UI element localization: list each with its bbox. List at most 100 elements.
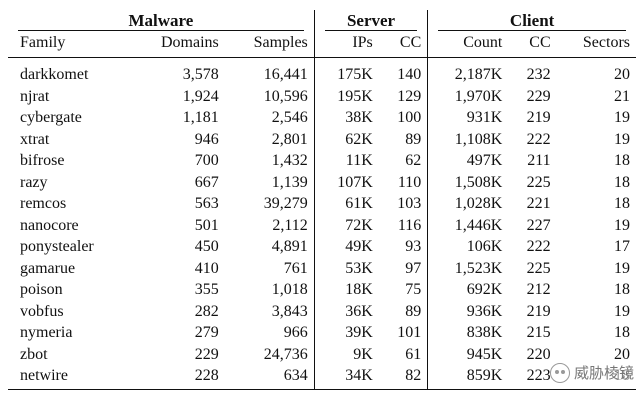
cell-count: 1,108K bbox=[427, 128, 509, 150]
cell-count: 692K bbox=[427, 279, 509, 301]
cell-domains: 700 bbox=[194, 152, 219, 169]
cell-server-cc: 140 bbox=[397, 66, 422, 83]
cell-sectors: 18 bbox=[614, 281, 630, 298]
cell-server-cc: 110 bbox=[397, 173, 422, 191]
table-row: darkkomet 3,578 16,441 175K 140 2,187K 232 20 bbox=[8, 57, 636, 86]
cell-sectors: 18 bbox=[614, 324, 630, 341]
cell-family: razy bbox=[20, 173, 48, 191]
cell-client-cc: 219 bbox=[526, 109, 551, 126]
col-samples: Samples bbox=[224, 32, 315, 58]
cell-family: poison bbox=[20, 281, 63, 298]
cell-sectors: 17 bbox=[614, 238, 630, 255]
cell-sectors: 18 bbox=[614, 152, 630, 169]
table-row: cybergate 1,181 2,546 38K 100 931K 219 19 bbox=[8, 107, 636, 129]
cell-domains: 1,181 bbox=[182, 109, 219, 126]
col-family: Family bbox=[8, 32, 132, 58]
cell-ips: 49K bbox=[313, 236, 379, 258]
table-row: razy 667 1,139 107K 110 1,508K 225 18 bbox=[8, 171, 636, 193]
cell-client-cc: 225 bbox=[526, 259, 551, 277]
table-row: netwire22863434K82859K22318 bbox=[8, 365, 636, 390]
cell-samples: 24,736 bbox=[263, 345, 308, 363]
col-server-cc: CC bbox=[378, 32, 428, 58]
col-client-cc: CC bbox=[508, 32, 557, 58]
watermark: 威胁棱镜 bbox=[549, 362, 634, 383]
table-row: zbot 229 24,736 9K 61 945K 220 20 bbox=[8, 343, 636, 365]
cell-domains: 282 bbox=[194, 302, 219, 320]
cell-sectors: 19 bbox=[614, 259, 630, 277]
cell-samples: 761 bbox=[283, 259, 308, 277]
cell-samples: 1,432 bbox=[271, 152, 308, 169]
cell-domains: 946 bbox=[194, 130, 219, 148]
cell-domains: 228 bbox=[131, 365, 225, 390]
cell-client-cc: 232 bbox=[526, 66, 551, 83]
cell-family: vobfus bbox=[20, 302, 64, 320]
cell-sectors: 19 bbox=[614, 130, 630, 148]
cell-ips: 195K bbox=[313, 85, 379, 107]
cell-server-cc: 101 bbox=[397, 324, 422, 341]
cell-domains: 410 bbox=[194, 259, 219, 277]
cell-ips: 175K bbox=[313, 57, 379, 86]
table-row: vobfus 282 3,843 36K 89 936K 219 19 bbox=[8, 300, 636, 322]
cell-ips: 62K bbox=[313, 128, 379, 150]
cell-domains: 229 bbox=[194, 345, 219, 363]
cell-server-cc: 89 bbox=[405, 130, 422, 148]
cell-sectors: 20 bbox=[614, 66, 630, 83]
cell-family: remcos bbox=[20, 195, 67, 212]
cell-count: 106K bbox=[427, 236, 509, 258]
cell-family: darkkomet bbox=[20, 66, 89, 83]
cell-samples: 10,596 bbox=[263, 87, 308, 105]
table-row: nymeria 279 966 39K 101 838K 215 18 bbox=[8, 322, 636, 344]
table-row: ponystealer 450 4,891 49K 93 106K 222 17 bbox=[8, 236, 636, 258]
cell-samples: 2,546 bbox=[271, 109, 308, 126]
cell-sectors: 21 bbox=[614, 87, 630, 105]
cell-server-cc: 116 bbox=[397, 216, 422, 234]
column-header-row: Family Domains Samples IPs CC Count CC S… bbox=[8, 32, 636, 58]
cell-client-cc: 219 bbox=[526, 302, 551, 320]
col-ips: IPs bbox=[313, 32, 379, 58]
cell-ips: 18K bbox=[313, 279, 379, 301]
cell-client-cc: 229 bbox=[526, 87, 551, 105]
cell-domains: 1,924 bbox=[182, 87, 219, 105]
cell-server-cc: 100 bbox=[397, 109, 422, 126]
table-row: remcos 563 39,279 61K 103 1,028K 221 18 bbox=[8, 193, 636, 215]
cell-samples: 2,112 bbox=[272, 216, 308, 234]
cell-samples: 2,801 bbox=[271, 130, 308, 148]
cell-family: bifrose bbox=[20, 152, 65, 169]
cell-family: zbot bbox=[20, 345, 48, 363]
cell-client-cc: 222 bbox=[526, 130, 551, 148]
group-header-row: Malware Server Client bbox=[8, 10, 636, 32]
cell-domains: 667 bbox=[194, 173, 219, 191]
cell-ips: 34K bbox=[313, 365, 379, 390]
cell-server-cc: 129 bbox=[397, 87, 422, 105]
cell-ips: 11K bbox=[313, 150, 379, 172]
cell-client-cc: 227 bbox=[526, 216, 551, 234]
cell-client-cc: 222 bbox=[526, 238, 551, 255]
col-domains: Domains bbox=[131, 32, 225, 58]
cell-ips: 9K bbox=[313, 343, 379, 365]
cell-samples: 634 bbox=[224, 365, 315, 390]
cell-domains: 355 bbox=[194, 281, 219, 298]
cell-family: netwire bbox=[8, 365, 132, 390]
col-count: Count bbox=[427, 32, 509, 58]
cell-server-cc: 97 bbox=[405, 259, 422, 277]
table-row: bifrose 700 1,432 11K 62 497K 211 18 bbox=[8, 150, 636, 172]
cell-count: 497K bbox=[427, 150, 509, 172]
cell-samples: 966 bbox=[283, 324, 308, 341]
cell-family: nymeria bbox=[20, 324, 73, 341]
cell-server-cc: 62 bbox=[405, 152, 422, 169]
cell-client-cc: 220 bbox=[526, 345, 551, 363]
cell-family: gamarue bbox=[20, 259, 76, 277]
table-row: poison 355 1,018 18K 75 692K 212 18 bbox=[8, 279, 636, 301]
cell-family: cybergate bbox=[20, 109, 82, 126]
cell-server-cc: 89 bbox=[405, 302, 422, 320]
cell-client-cc: 215 bbox=[526, 324, 551, 341]
cell-client-cc: 223 bbox=[508, 365, 557, 390]
table-row: gamarue 410 761 53K 97 1,523K 225 19 bbox=[8, 257, 636, 279]
wechat-icon bbox=[549, 362, 570, 383]
cell-count: 2,187K bbox=[427, 57, 509, 86]
cell-ips: 53K bbox=[313, 257, 379, 279]
cell-count: 1,523K bbox=[427, 257, 509, 279]
cell-server-cc: 75 bbox=[405, 281, 422, 298]
cell-sectors: 18 bbox=[614, 195, 630, 212]
cell-sectors: 19 bbox=[614, 216, 630, 234]
